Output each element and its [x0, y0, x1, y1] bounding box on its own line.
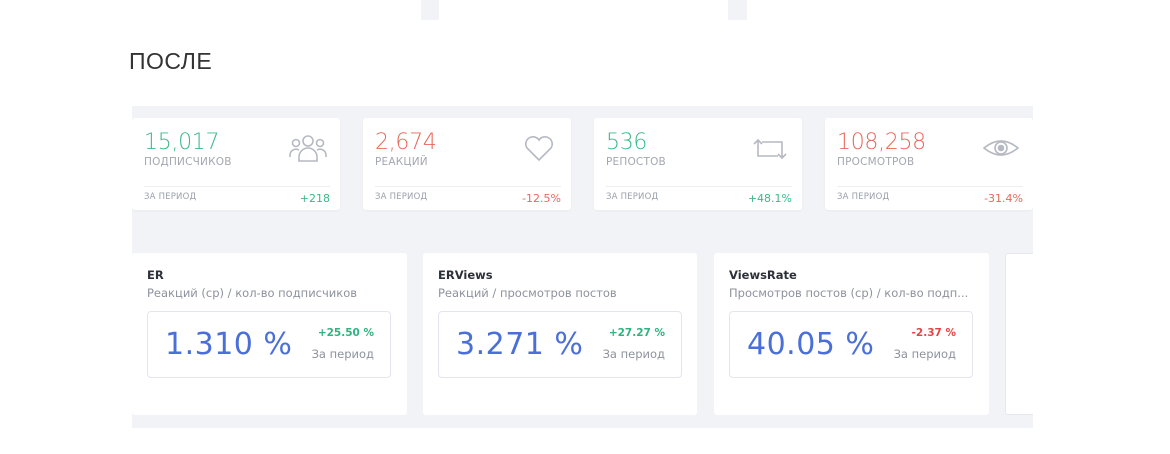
stat-delta: +218	[299, 192, 330, 205]
dashboard-screenshot: 15,017 ПОДПИСЧИКОВ ЗА ПЕРИОД +218 2,674 …	[132, 106, 1033, 428]
metric-card-viewsrate: ViewsRate Просмотров постов (ср) / кол-в…	[714, 253, 989, 415]
stat-card-reactions: 2,674 РЕАКЦИЙ ЗА ПЕРИОД -12.5%	[363, 118, 571, 210]
eye-icon	[982, 140, 1020, 156]
metric-title: ER	[147, 268, 164, 282]
stat-card-views: 108,258 ПРОСМОТРОВ ЗА ПЕРИОД -31.4%	[825, 118, 1033, 210]
stat-divider	[144, 186, 330, 187]
metric-card-partial	[1005, 253, 1033, 415]
metric-card-erviews: ERViews Реакций / просмотров постов 3.27…	[423, 253, 697, 415]
stat-value: 108,258	[837, 130, 926, 155]
metric-value-box: 1.310 % +25.50 % За период	[147, 311, 391, 378]
metric-subtitle: Просмотров постов (ср) / кол-во подп...	[729, 286, 969, 300]
metric-value: 3.271 %	[456, 327, 584, 362]
stat-caption: ПОДПИСЧИКОВ	[144, 156, 232, 168]
users-icon	[289, 135, 327, 162]
metric-title: ViewsRate	[729, 268, 797, 282]
stat-value: 2,674	[375, 130, 437, 155]
stat-value: 536	[606, 130, 648, 155]
heart-icon	[524, 136, 554, 162]
stat-delta: +48.1%	[747, 192, 792, 205]
stat-divider	[375, 186, 561, 187]
repost-icon	[753, 138, 787, 160]
stat-divider	[606, 186, 792, 187]
metric-value-box: 40.05 % -2.37 % За период	[729, 311, 973, 378]
metric-period: За период	[602, 347, 665, 361]
stat-divider	[837, 186, 1023, 187]
section-title: ПОСЛЕ	[129, 48, 213, 74]
metric-period: За период	[893, 347, 956, 361]
stat-period: ЗА ПЕРИОД	[144, 192, 197, 202]
metric-title: ERViews	[438, 268, 493, 282]
metric-value: 40.05 %	[747, 327, 875, 362]
stat-delta: -12.5%	[522, 192, 561, 205]
stat-delta: -31.4%	[984, 192, 1023, 205]
stat-card-subscribers: 15,017 ПОДПИСЧИКОВ ЗА ПЕРИОД +218	[132, 118, 340, 210]
metric-value-box: 3.271 % +27.27 % За период	[438, 311, 682, 378]
stat-period: ЗА ПЕРИОД	[606, 192, 659, 202]
metric-value: 1.310 %	[165, 327, 293, 362]
previous-section-card	[439, 0, 728, 20]
stat-caption: РЕПОСТОВ	[606, 156, 666, 168]
stat-caption: ПРОСМОТРОВ	[837, 156, 915, 168]
metric-delta: +25.50 %	[317, 327, 374, 339]
metrics-row: ER Реакций (ср) / кол-во подписчиков 1.3…	[132, 236, 1033, 428]
metric-subtitle: Реакций (ср) / кол-во подписчиков	[147, 286, 358, 300]
stat-period: ЗА ПЕРИОД	[375, 192, 428, 202]
stats-row: 15,017 ПОДПИСЧИКОВ ЗА ПЕРИОД +218 2,674 …	[132, 118, 1033, 210]
stat-period: ЗА ПЕРИОД	[837, 192, 890, 202]
metric-period: За период	[311, 347, 374, 361]
metric-delta: +27.27 %	[608, 327, 665, 339]
metric-card-er: ER Реакций (ср) / кол-во подписчиков 1.3…	[132, 253, 407, 415]
metric-delta: -2.37 %	[911, 327, 956, 339]
stat-value: 15,017	[144, 130, 220, 155]
stat-caption: РЕАКЦИЙ	[375, 156, 428, 168]
previous-section-strip	[421, 0, 747, 20]
metric-subtitle: Реакций / просмотров постов	[438, 286, 617, 300]
stat-card-reposts: 536 РЕПОСТОВ ЗА ПЕРИОД +48.1%	[594, 118, 802, 210]
